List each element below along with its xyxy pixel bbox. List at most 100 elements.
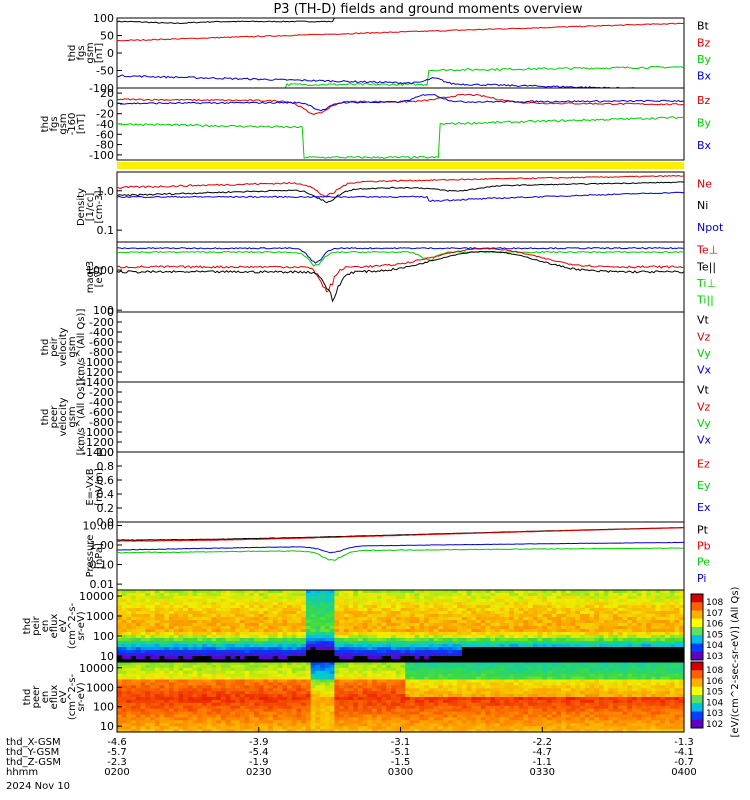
heatmap-cell bbox=[169, 662, 175, 666]
heatmap-cell bbox=[575, 602, 581, 606]
heatmap-cell bbox=[235, 711, 241, 716]
heatmap-cell bbox=[367, 708, 373, 713]
heatmap-cell bbox=[513, 638, 520, 642]
heatmap-cell bbox=[296, 596, 302, 600]
heatmap-cell bbox=[310, 708, 316, 713]
heatmap-cell bbox=[315, 599, 321, 603]
heatmap-cell bbox=[220, 667, 227, 672]
heatmap-cell bbox=[339, 650, 345, 654]
heatmap-cell bbox=[192, 590, 198, 594]
heatmap-cell bbox=[589, 599, 595, 603]
heatmap-cell bbox=[121, 635, 127, 639]
heatmap-cell bbox=[471, 664, 477, 669]
heatmap-cell bbox=[443, 617, 449, 621]
heatmap-cell bbox=[183, 720, 189, 724]
heatmap-cell bbox=[268, 617, 274, 621]
heatmap-cell bbox=[376, 605, 383, 609]
heatmap-cell bbox=[197, 662, 203, 666]
heatmap-cell bbox=[287, 644, 293, 648]
heatmap-cell bbox=[154, 705, 161, 710]
heatmap-cell bbox=[509, 620, 515, 624]
heatmap-cell bbox=[277, 593, 283, 597]
heatmap-cell bbox=[613, 635, 619, 639]
heatmap-cell bbox=[140, 605, 146, 609]
heatmap-cell bbox=[391, 590, 397, 594]
heatmap-cell bbox=[551, 602, 557, 606]
heatmap-cell bbox=[192, 705, 198, 710]
heatmap-cell bbox=[254, 608, 260, 612]
heatmap-cell bbox=[131, 656, 137, 660]
heatmap-cell bbox=[414, 705, 420, 710]
panel-fgs_gsm_zoom: 200-20-40-60-80-100thdfgsgsm-160[nT]BzBy… bbox=[40, 87, 712, 162]
heatmap-cell bbox=[447, 629, 454, 633]
heatmap-cell bbox=[197, 688, 203, 692]
heatmap-cell bbox=[358, 647, 364, 651]
heatmap-cell bbox=[646, 605, 652, 609]
heatmap-cell bbox=[145, 647, 151, 651]
heatmap-cell bbox=[622, 620, 628, 624]
heatmap-cell bbox=[433, 702, 439, 707]
heatmap-cell bbox=[353, 650, 359, 654]
heatmap-cell bbox=[447, 659, 454, 663]
heatmap-cell bbox=[135, 647, 142, 651]
heatmap-cell bbox=[334, 638, 340, 642]
heatmap-cell bbox=[424, 590, 430, 594]
heatmap-cell bbox=[490, 667, 496, 672]
heatmap-cell bbox=[452, 629, 458, 633]
heatmap-cell bbox=[230, 670, 236, 675]
heatmap-cell bbox=[220, 596, 227, 600]
heatmap-cell bbox=[216, 691, 222, 695]
heatmap-cell bbox=[358, 605, 364, 609]
heatmap-cell bbox=[660, 656, 666, 660]
heatmap-cell bbox=[372, 590, 378, 594]
heatmap-cell bbox=[329, 682, 335, 686]
heatmap-cell bbox=[518, 650, 524, 654]
heatmap-cell bbox=[173, 702, 179, 707]
heatmap-cell bbox=[362, 614, 368, 618]
series-line bbox=[116, 17, 684, 25]
heatmap-cell bbox=[126, 605, 132, 609]
heatmap-cell bbox=[353, 705, 359, 710]
heatmap-cell bbox=[272, 602, 279, 606]
heatmap-cell bbox=[447, 617, 454, 621]
y-axis-label: thd bbox=[67, 45, 78, 62]
heatmap-cell bbox=[669, 614, 676, 618]
heatmap-cell bbox=[140, 676, 146, 681]
heatmap-cell bbox=[131, 623, 137, 627]
heatmap-cell bbox=[268, 638, 274, 642]
heatmap-cell bbox=[334, 614, 340, 618]
heatmap-cell bbox=[277, 664, 283, 669]
heatmap-cell bbox=[249, 676, 255, 681]
heatmap-cell bbox=[145, 590, 151, 594]
heatmap-cell bbox=[367, 659, 373, 663]
heatmap-cell bbox=[268, 691, 274, 695]
heatmap-cell bbox=[348, 705, 354, 710]
heatmap-cell bbox=[386, 614, 392, 618]
heatmap-cell bbox=[669, 656, 676, 660]
heatmap-cell bbox=[542, 647, 548, 651]
panel-peer_eflux: 10000100010010thdpeerenefluxeV(cm^2-s-sr… bbox=[22, 661, 685, 733]
heatmap-cell bbox=[254, 626, 260, 630]
heatmap-cell bbox=[277, 611, 283, 615]
heatmap-cell bbox=[419, 608, 425, 612]
heatmap-cell bbox=[249, 685, 255, 689]
heatmap-cell bbox=[249, 679, 255, 683]
heatmap-cell bbox=[183, 708, 189, 713]
heatmap-cell bbox=[405, 599, 411, 603]
heatmap-cell bbox=[202, 691, 208, 695]
heatmap-cell bbox=[608, 590, 614, 594]
heatmap-cell bbox=[513, 650, 520, 654]
y-tick-label: 1000 bbox=[86, 610, 114, 623]
heatmap-cell bbox=[490, 656, 496, 660]
heatmap-cell bbox=[192, 685, 198, 689]
heatmap-cell bbox=[362, 608, 368, 612]
heatmap-cell bbox=[603, 599, 609, 603]
heatmap-cell bbox=[121, 620, 127, 624]
heatmap-cell bbox=[282, 620, 288, 624]
heatmap-cell bbox=[329, 593, 335, 597]
heatmap-cell bbox=[306, 662, 312, 666]
heatmap-cell bbox=[575, 599, 581, 603]
heatmap-cell bbox=[348, 623, 354, 627]
heatmap-cell bbox=[646, 650, 652, 654]
heatmap-cell bbox=[272, 705, 279, 710]
